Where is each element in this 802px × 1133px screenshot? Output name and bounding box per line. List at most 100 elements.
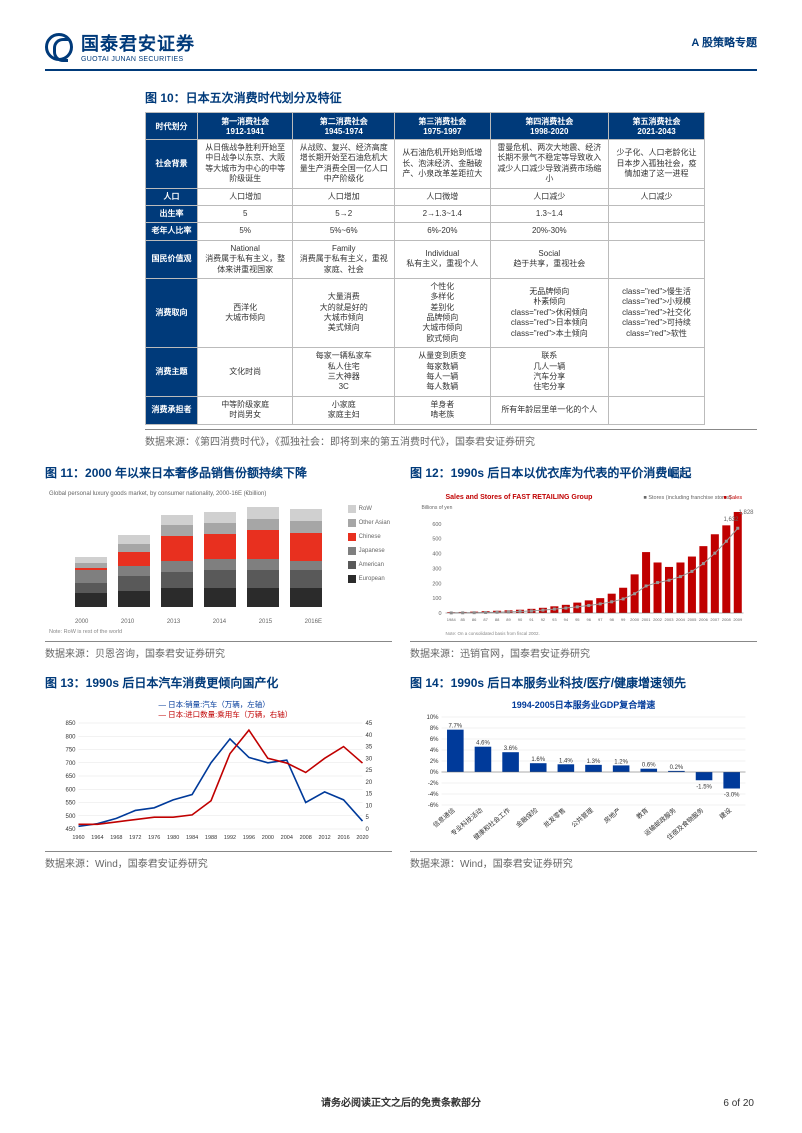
fig11-chart-title: Global personal luxury goods market, by …: [49, 491, 266, 497]
fig14-chart: 1994-2005日本服务业GDP复合增速-6%-4%-2%0%2%4%6%8%…: [410, 697, 757, 847]
figure-13: 图 13：1990s 后日本汽车消费更倾向国产化 — 日本:销量:汽车（万辆，左…: [45, 674, 392, 870]
logo-cn: 国泰君安证券: [81, 30, 195, 56]
svg-text:1968: 1968: [110, 835, 122, 841]
table-cell: 5: [198, 205, 293, 222]
svg-text:1,632: 1,632: [724, 517, 740, 523]
table-cell: 个性化多样化差别化品牌倾向大城市倾向欧式倾向: [395, 278, 491, 347]
svg-text:1988: 1988: [205, 835, 217, 841]
svg-text:1.6%: 1.6%: [531, 757, 545, 763]
fig10-title: 图 10：日本五次消费时代划分及特征: [145, 89, 757, 106]
table-cell: [609, 223, 705, 240]
table-cell: 人口增加: [198, 188, 293, 205]
table-cell: 中等阶级家庭时尚男女: [198, 396, 293, 424]
footer-disclaimer: 请务必阅读正文之后的免责条款部分: [0, 1094, 802, 1109]
table-cell: [609, 205, 705, 222]
svg-text:89: 89: [506, 617, 511, 622]
svg-text:1.3%: 1.3%: [587, 758, 601, 764]
svg-text:教育: 教育: [634, 805, 650, 821]
page-number: 6 of 20: [723, 1098, 754, 1109]
table-cell: Social趋于共享，重视社会: [490, 240, 608, 278]
svg-text:20: 20: [366, 779, 373, 785]
svg-text:1960: 1960: [72, 835, 84, 841]
svg-text:2002: 2002: [653, 617, 663, 622]
table-cell: 大量消费大的就是好的大城市倾向美式倾向: [293, 278, 395, 347]
table-rowhead: 消费取向: [146, 278, 198, 347]
table-cell: 从战败、复兴、经济高度增长期开始至石油危机大量生产消费全国一亿人口中产阶级化: [293, 140, 395, 189]
svg-text:10: 10: [366, 803, 373, 809]
logo-icon: [45, 33, 73, 61]
table-cell: Family消费属于私有主义，重视家庭、社会: [293, 240, 395, 278]
svg-text:40: 40: [366, 732, 373, 738]
svg-text:2004: 2004: [281, 835, 293, 841]
svg-text:30: 30: [366, 756, 373, 762]
svg-text:2008: 2008: [722, 617, 732, 622]
svg-text:7.7%: 7.7%: [448, 723, 462, 729]
figure-11: 图 11：2000 年以来日本奢侈品销售份额持续下降 Global person…: [45, 464, 392, 660]
svg-text:0: 0: [438, 611, 441, 617]
svg-text:— 日本:进口数量:乘用车（万辆，右轴）: — 日本:进口数量:乘用车（万辆，右轴）: [159, 709, 293, 719]
doc-category: A 股策略专题: [691, 34, 757, 50]
svg-text:300: 300: [432, 566, 441, 572]
svg-text:500: 500: [65, 813, 76, 819]
svg-text:Sales and Stores of FAST RETAI: Sales and Stores of FAST RETAILING Group: [446, 494, 593, 501]
svg-text:0: 0: [366, 827, 370, 833]
svg-text:88: 88: [495, 617, 500, 622]
figure-14: 图 14：1990s 后日本服务业科技/医疗/健康增速领先 1994-2005日…: [410, 674, 757, 870]
svg-text:450: 450: [65, 827, 76, 833]
table-cell: National消费属于私有主义，整体来讲重视国家: [198, 240, 293, 278]
table-rowhead: 国民价值观: [146, 240, 198, 278]
svg-text:1.2%: 1.2%: [614, 759, 628, 765]
svg-text:1984: 1984: [447, 617, 457, 622]
table-cell: 人口减少: [490, 188, 608, 205]
svg-text:1976: 1976: [148, 835, 160, 841]
fig11-note: Note: RoW is rest of the world: [49, 629, 122, 635]
table-header: 第一消费社会1912-1941: [198, 113, 293, 140]
svg-text:2000: 2000: [262, 835, 274, 841]
table-rowhead: 老年人比率: [146, 223, 198, 240]
svg-text:3.6%: 3.6%: [504, 746, 518, 752]
svg-text:1992: 1992: [224, 835, 236, 841]
table-cell: 西洋化大城市倾向: [198, 278, 293, 347]
svg-text:2016: 2016: [337, 835, 349, 841]
table-cell: Individual私有主义，重视个人: [395, 240, 491, 278]
svg-text:93: 93: [552, 617, 557, 622]
table-rowhead: 人口: [146, 188, 198, 205]
table-cell: 人口微增: [395, 188, 491, 205]
svg-text:650: 650: [65, 774, 76, 780]
svg-text:87: 87: [483, 617, 488, 622]
svg-text:1996: 1996: [243, 835, 255, 841]
figure-12: 图 12：1990s 后日本以优衣库为代表的平价消费崛起 Sales and S…: [410, 464, 757, 660]
svg-text:6%: 6%: [430, 737, 439, 743]
table-header: 第五消费社会2021-2043: [609, 113, 705, 140]
svg-text:2%: 2%: [430, 759, 439, 765]
svg-text:2007: 2007: [710, 617, 720, 622]
svg-text:2001: 2001: [642, 617, 652, 622]
svg-text:0.2%: 0.2%: [670, 764, 684, 770]
table-cell: [609, 348, 705, 397]
svg-text:2000: 2000: [630, 617, 640, 622]
svg-text:800: 800: [65, 734, 76, 740]
table-cell: 小家庭家庭主妇: [293, 396, 395, 424]
table-cell: 20%-30%: [490, 223, 608, 240]
table-cell: 5%~6%: [293, 223, 395, 240]
svg-text:86: 86: [472, 617, 477, 622]
table-cell: 5%: [198, 223, 293, 240]
table-cell: 所有年龄层里单一化的个人: [490, 396, 608, 424]
svg-text:批发零售: 批发零售: [541, 805, 567, 829]
fig13-source: 数据来源：Wind，国泰君安证券研究: [45, 851, 392, 870]
fig11-source: 数据来源：贝恩咨询，国泰君安证券研究: [45, 641, 392, 660]
svg-text:1964: 1964: [91, 835, 103, 841]
table-cell: 少子化、人口老龄化让日本步入孤独社会，疫情加速了这一进程: [609, 140, 705, 189]
svg-text:— 日本:销量:汽车（万辆，左轴）: — 日本:销量:汽车（万辆，左轴）: [159, 699, 270, 709]
svg-text:91: 91: [529, 617, 534, 622]
table-cell: 单身者啃老族: [395, 396, 491, 424]
svg-text:10%: 10%: [426, 715, 439, 721]
svg-text:2020: 2020: [356, 835, 368, 841]
table-cell: 每家一辆私家车私人住宅三大神器3C: [293, 348, 395, 397]
svg-text:2005: 2005: [687, 617, 697, 622]
svg-text:1980: 1980: [167, 835, 179, 841]
svg-text:5: 5: [366, 815, 370, 821]
figure-10: 图 10：日本五次消费时代划分及特征 时代划分第一消费社会1912-1941第二…: [145, 89, 757, 448]
svg-text:750: 750: [65, 747, 76, 753]
svg-text:2008: 2008: [300, 835, 312, 841]
